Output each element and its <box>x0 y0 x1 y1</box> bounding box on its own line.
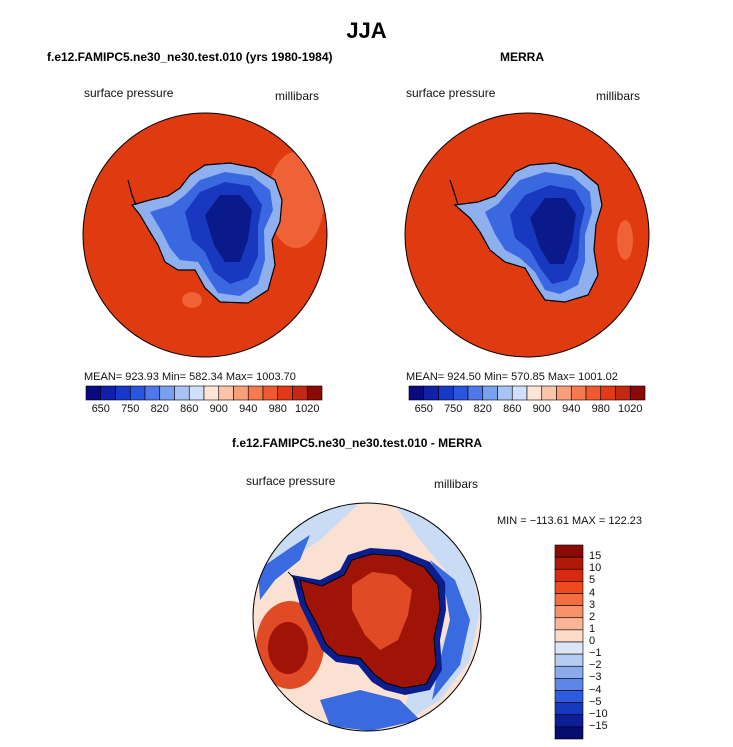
colorbar-swatch <box>554 605 584 619</box>
panel-3-units: millibars <box>434 477 479 491</box>
colorbar-swatch <box>511 385 528 401</box>
colorbar-2 <box>408 385 646 401</box>
colorbar-tick-label: 5 <box>589 574 596 587</box>
colorbar-swatch <box>554 702 584 716</box>
colorbar-tick-label: 980 <box>591 403 610 415</box>
colorbar-tick-label: 860 <box>503 403 522 415</box>
panel-1-map <box>82 112 328 358</box>
colorbar-swatch <box>615 385 631 401</box>
colorbar-swatch <box>585 385 602 401</box>
colorbar-swatch <box>554 581 584 594</box>
colorbar-swatch <box>218 385 234 401</box>
colorbar-tick-label: 0 <box>589 635 596 647</box>
colorbar-swatch <box>554 617 584 631</box>
colorbar-swatch <box>497 385 513 401</box>
colorbar-tick-label: 900 <box>209 403 228 415</box>
colorbar-swatch <box>556 385 572 401</box>
colorbar-tick-label: 980 <box>268 403 287 415</box>
colorbar-tick-label: −4 <box>589 683 602 696</box>
colorbar-tick-label: −10 <box>589 707 608 720</box>
colorbar-swatch <box>554 544 584 558</box>
colorbar-swatch <box>554 568 584 582</box>
panel-2-stats: MEAN= 924.50 Min= 570.85 Max= 1001.02 <box>406 371 618 383</box>
colorbar-tick-label: 1020 <box>295 403 320 415</box>
panel-2-variable: surface pressure <box>406 86 496 100</box>
panel-1-title: f.e12.FAMIPC5.ne30_ne30.test.010 (yrs 19… <box>47 50 333 64</box>
colorbar-swatch <box>203 385 220 401</box>
panel-3-variable: surface pressure <box>246 474 336 488</box>
colorbar-swatch <box>438 385 454 401</box>
colorbar-swatch <box>554 665 584 679</box>
colorbar-swatch <box>554 726 584 740</box>
colorbar-swatch <box>174 385 190 401</box>
colorbar-swatch <box>570 385 587 401</box>
colorbar-swatch <box>482 385 498 401</box>
colorbar-swatch <box>554 690 584 703</box>
colorbar-swatch <box>144 385 161 401</box>
colorbar-tick-label: 1020 <box>618 403 643 415</box>
colorbar-swatch <box>100 385 116 401</box>
colorbar-tick-label: 750 <box>444 403 463 415</box>
colorbar-swatch <box>554 714 584 728</box>
panel-1-stats: MEAN= 923.93 Min= 582.34 Max= 1003.70 <box>84 371 296 383</box>
colorbar-swatch <box>554 678 584 691</box>
colorbar-tick-label: 10 <box>589 562 602 575</box>
colorbar-tick-label: −1 <box>589 647 602 660</box>
colorbar-swatch <box>115 385 131 401</box>
colorbar-swatch <box>247 385 264 401</box>
colorbar-swatch <box>129 385 146 401</box>
colorbar-tick-label: 750 <box>121 403 140 415</box>
panel-3-title: f.e12.FAMIPC5.ne30_ne30.test.010 - MERRA <box>232 436 483 450</box>
panel-1-units: millibars <box>275 89 320 103</box>
colorbar-swatch <box>554 641 584 655</box>
colorbar-3 <box>554 544 584 740</box>
colorbar-swatch <box>423 385 439 401</box>
panel-2-map <box>404 112 650 358</box>
colorbar-tick-label: −15 <box>589 719 608 732</box>
colorbar-tick-label: 1 <box>589 622 596 635</box>
colorbar-tick-label: 940 <box>562 403 581 415</box>
colorbar-tick-label: 860 <box>180 403 199 415</box>
colorbar-swatch <box>188 385 205 401</box>
colorbar-swatch <box>262 385 279 401</box>
colorbar-tick-label: 900 <box>532 403 551 415</box>
colorbar-tick-label: 820 <box>473 403 492 415</box>
colorbar-swatch <box>467 385 484 401</box>
colorbar-1 <box>85 385 323 401</box>
colorbar-swatch <box>306 385 323 401</box>
panel-2-title: MERRA <box>500 50 544 64</box>
colorbar-tick-label: 650 <box>91 403 110 415</box>
colorbar-swatch <box>233 385 249 401</box>
panel-3-map <box>252 502 482 732</box>
colorbar-tick-label: 15 <box>589 550 602 563</box>
colorbar-swatch <box>554 653 584 667</box>
colorbar-tick-label: −5 <box>589 695 602 708</box>
panel-2-units: millibars <box>596 89 641 103</box>
colorbar-swatch <box>526 385 543 401</box>
colorbar-swatch <box>277 385 293 401</box>
colorbar-swatch <box>85 385 102 401</box>
colorbar-tick-label: 650 <box>414 403 433 415</box>
colorbar-swatch <box>554 629 584 643</box>
colorbar-tick-label: −3 <box>589 671 602 684</box>
figure-title: JJA <box>346 18 387 43</box>
colorbar-swatch <box>600 385 616 401</box>
colorbar-swatch <box>408 385 425 401</box>
colorbar-tick-label: −2 <box>589 659 602 672</box>
colorbar-swatch <box>554 593 584 606</box>
colorbar-tick-label: 940 <box>239 403 258 415</box>
colorbar-tick-label: 2 <box>589 610 596 623</box>
colorbar-tick-label: 4 <box>589 586 596 599</box>
colorbar-tick-label: 3 <box>589 598 596 611</box>
panel-3-stats: MIN = −113.61 MAX = 122.23 <box>497 515 643 527</box>
colorbar-swatch <box>452 385 469 401</box>
colorbar-swatch <box>292 385 308 401</box>
colorbar-swatch <box>541 385 557 401</box>
colorbar-swatch <box>159 385 175 401</box>
colorbar-tick-label: 820 <box>150 403 169 415</box>
colorbar-swatch <box>629 385 646 401</box>
colorbar-swatch <box>554 556 584 570</box>
panel-1-variable: surface pressure <box>84 86 174 100</box>
